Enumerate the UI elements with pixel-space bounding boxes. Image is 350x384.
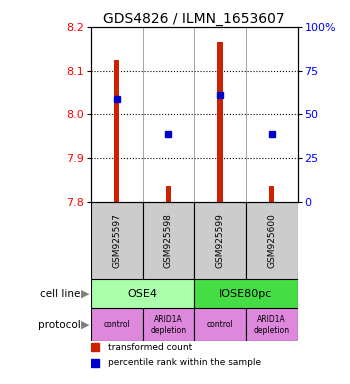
Bar <box>194 202 246 279</box>
Text: GSM925597: GSM925597 <box>112 213 121 268</box>
Bar <box>143 202 194 279</box>
Bar <box>269 186 274 202</box>
Bar <box>166 186 171 202</box>
Text: cell line: cell line <box>40 289 80 299</box>
Bar <box>246 308 298 341</box>
Text: ARID1A
depletion: ARID1A depletion <box>254 315 290 334</box>
Text: GSM925599: GSM925599 <box>216 213 225 268</box>
Text: ▶: ▶ <box>81 289 89 299</box>
Text: GSM925600: GSM925600 <box>267 213 276 268</box>
Bar <box>91 279 194 308</box>
Bar <box>194 279 298 308</box>
Bar <box>114 60 119 202</box>
Text: GSM925598: GSM925598 <box>164 213 173 268</box>
Text: control: control <box>104 321 130 329</box>
Text: IOSE80pc: IOSE80pc <box>219 289 273 299</box>
Bar <box>91 202 143 279</box>
Bar <box>91 308 143 341</box>
Bar <box>217 42 223 202</box>
Text: ▶: ▶ <box>81 320 89 330</box>
Bar <box>194 308 246 341</box>
Text: protocol: protocol <box>38 320 80 330</box>
Text: OSE4: OSE4 <box>128 289 158 299</box>
Text: control: control <box>207 321 233 329</box>
Text: transformed count: transformed count <box>107 343 192 352</box>
Text: percentile rank within the sample: percentile rank within the sample <box>107 358 261 367</box>
Title: GDS4826 / ILMN_1653607: GDS4826 / ILMN_1653607 <box>104 12 285 26</box>
Text: ARID1A
depletion: ARID1A depletion <box>150 315 187 334</box>
Bar <box>246 202 298 279</box>
Bar <box>143 308 194 341</box>
